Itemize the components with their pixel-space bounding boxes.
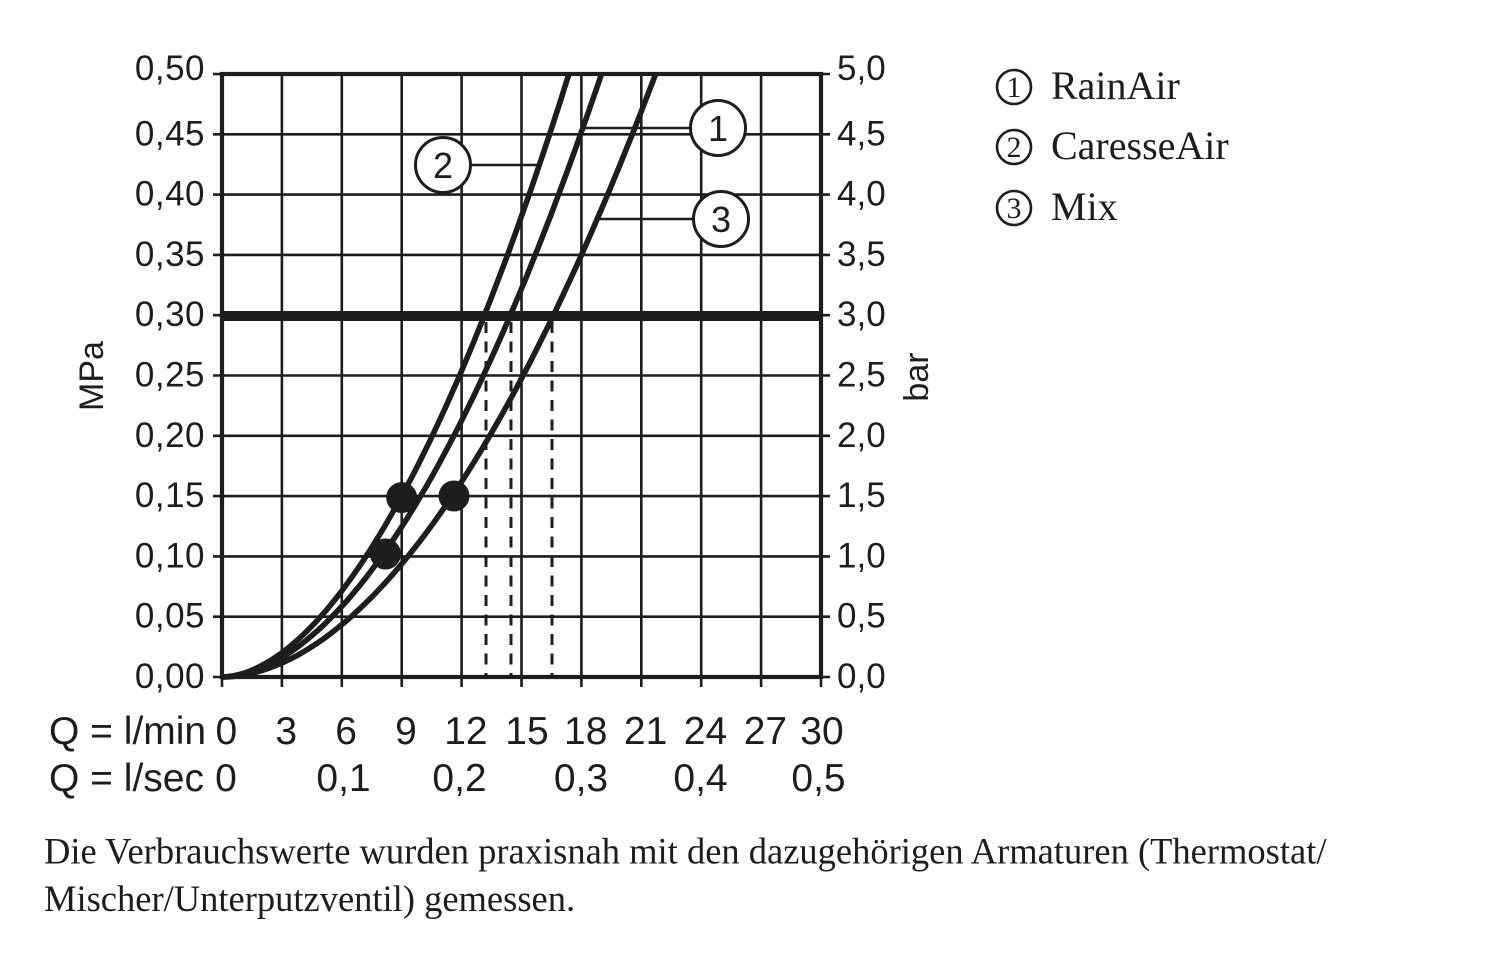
- svg-text:0,1: 0,1: [316, 757, 370, 800]
- svg-text:Mischer/Unterputzventil) gemes: Mischer/Unterputzventil) gemessen.: [44, 878, 575, 919]
- svg-text:0,0: 0,0: [837, 657, 886, 696]
- svg-text:3: 3: [1007, 192, 1022, 225]
- svg-text:bar: bar: [898, 352, 936, 401]
- svg-text:0,5: 0,5: [837, 597, 886, 636]
- svg-text:RainAir: RainAir: [1051, 63, 1180, 108]
- svg-text:3: 3: [711, 199, 731, 240]
- svg-text:0: 0: [215, 710, 237, 753]
- svg-text:0,3: 0,3: [554, 757, 608, 800]
- svg-text:2: 2: [1007, 131, 1022, 164]
- svg-text:0,4: 0,4: [673, 757, 727, 800]
- svg-text:Mix: Mix: [1051, 184, 1118, 229]
- svg-text:0,00: 0,00: [135, 657, 205, 696]
- svg-text:27: 27: [744, 710, 787, 753]
- svg-text:0,45: 0,45: [135, 114, 205, 153]
- svg-text:9: 9: [395, 710, 417, 753]
- svg-text:3: 3: [275, 710, 297, 753]
- svg-text:CaresseAir: CaresseAir: [1051, 123, 1229, 168]
- svg-text:0,25: 0,25: [135, 356, 205, 395]
- svg-text:24: 24: [684, 710, 727, 753]
- svg-text:15: 15: [505, 710, 548, 753]
- svg-text:12: 12: [444, 710, 487, 753]
- svg-text:1,5: 1,5: [837, 476, 886, 515]
- svg-text:0: 0: [215, 757, 237, 800]
- svg-text:3,5: 3,5: [837, 235, 886, 274]
- svg-text:0,50: 0,50: [135, 49, 205, 88]
- svg-text:0,5: 0,5: [791, 757, 845, 800]
- svg-text:4,0: 4,0: [837, 175, 886, 214]
- svg-text:0,35: 0,35: [135, 235, 205, 274]
- svg-text:2,5: 2,5: [837, 356, 886, 395]
- svg-text:0,2: 0,2: [432, 757, 486, 800]
- svg-text:MPa: MPa: [73, 341, 111, 411]
- svg-text:1,0: 1,0: [837, 536, 886, 575]
- svg-text:0,05: 0,05: [135, 597, 205, 636]
- svg-text:5,0: 5,0: [837, 49, 886, 88]
- svg-text:Q = l/sec: Q = l/sec: [49, 757, 204, 800]
- svg-text:2: 2: [433, 145, 453, 186]
- svg-text:0,15: 0,15: [135, 476, 205, 515]
- svg-text:0,10: 0,10: [135, 536, 205, 575]
- svg-text:2,0: 2,0: [837, 416, 886, 455]
- svg-text:0,30: 0,30: [135, 295, 205, 334]
- svg-text:3,0: 3,0: [837, 295, 886, 334]
- svg-text:4,5: 4,5: [837, 114, 886, 153]
- svg-text:6: 6: [335, 710, 357, 753]
- svg-text:1: 1: [1007, 71, 1022, 104]
- svg-text:Q = l/min: Q = l/min: [49, 710, 206, 753]
- svg-text:Die Verbrauchswerte wurden pra: Die Verbrauchswerte wurden praxisnah mit…: [44, 831, 1327, 872]
- svg-text:0,20: 0,20: [135, 416, 205, 455]
- svg-text:0,40: 0,40: [135, 175, 205, 214]
- svg-text:1: 1: [708, 108, 728, 149]
- svg-text:18: 18: [564, 710, 607, 753]
- svg-text:21: 21: [624, 710, 667, 753]
- svg-text:30: 30: [800, 710, 843, 753]
